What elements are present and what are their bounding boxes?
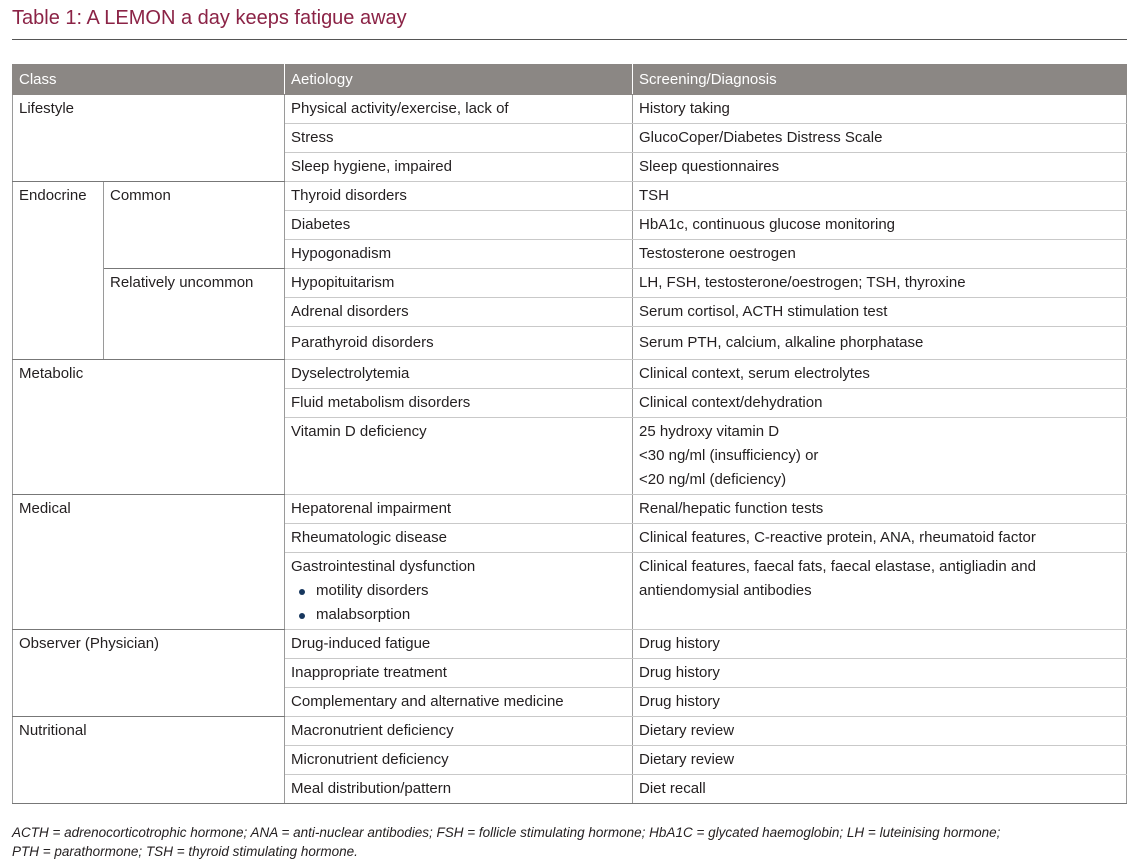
screening-cell: Clinical context, serum electrolytes xyxy=(632,359,1128,389)
table-footnote: ACTH = adrenocorticotrophic hormone; ANA… xyxy=(12,823,1127,861)
class-lifestyle: Lifestyle xyxy=(11,94,286,182)
fatigue-table: Class Aetiology Screening/Diagnosis Life… xyxy=(11,64,1128,804)
screening-cell: TSH xyxy=(632,181,1128,211)
subclass-uncommon: Relatively uncommon xyxy=(102,268,286,360)
aetiology-cell: Micronutrient deficiency xyxy=(284,745,634,775)
aetiology-cell: Dyselectrolytemia xyxy=(284,359,634,389)
table-row: Meal distribution/pattern Diet recall xyxy=(13,774,1128,804)
screening-cell: Dietary review xyxy=(632,745,1128,775)
table-row: Fluid metabolism disorders Clinical cont… xyxy=(13,388,1128,418)
class-nutritional: Nutritional xyxy=(11,716,286,804)
screening-cell: GlucoCoper/Diabetes Distress Scale xyxy=(632,123,1128,153)
class-medical: Medical xyxy=(11,494,286,630)
footnote-line: PTH = parathormone; TSH = thyroid stimul… xyxy=(12,844,358,859)
table-row: Inappropriate treatment Drug history xyxy=(13,658,1128,688)
screening-cell: LH, FSH, testosterone/oestrogen; TSH, th… xyxy=(632,268,1128,298)
table-row: Adrenal disorders Serum cortisol, ACTH s… xyxy=(13,297,1128,327)
footnote-line: ACTH = adrenocorticotrophic hormone; ANA… xyxy=(12,825,1001,840)
aetiology-cell: Macronutrient deficiency xyxy=(284,716,634,746)
table-row: Observer (Physician) Drug-induced fatigu… xyxy=(11,629,1128,717)
screening-cell: Drug history xyxy=(632,629,1128,659)
screening-line: <20 ng/ml (deficiency) xyxy=(639,471,787,488)
aetiology-line: Gastrointestinal dysfunction xyxy=(291,558,476,575)
screening-cell: HbA1c, continuous glucose monitoring xyxy=(632,210,1128,240)
table-row: Sleep hygiene, impaired Sleep questionna… xyxy=(13,152,1128,182)
aetiology-cell: Rheumatologic disease xyxy=(284,523,634,553)
header-screening: Screening/Diagnosis xyxy=(632,64,1128,95)
title-rule xyxy=(12,39,1127,40)
table-title: Table 1: A LEMON a day keeps fatigue awa… xyxy=(12,7,407,29)
header-aetiology: Aetiology xyxy=(284,64,634,95)
screening-cell: Drug history xyxy=(632,687,1128,717)
aetiology-cell: Thyroid disorders xyxy=(284,181,634,211)
table-row: Micronutrient deficiency Dietary review xyxy=(13,745,1128,775)
subclass-common: Common xyxy=(102,181,286,269)
table-row: Gastrointestinal dysfunction motility di… xyxy=(13,552,1128,630)
table-row: Medical Hepatorenal impairment Renal/hep… xyxy=(11,494,1128,630)
screening-cell: Renal/hepatic function tests xyxy=(632,494,1128,524)
table-row: Nutritional Macronutrient deficiency Die… xyxy=(11,716,1128,804)
aetiology-cell: Vitamin D deficiency xyxy=(284,417,634,495)
gi-bullet-list: motility disorders malabsorption xyxy=(291,579,626,627)
class-metabolic: Metabolic xyxy=(11,359,286,495)
bullet-item: motility disorders xyxy=(291,579,626,603)
screening-cell: History taking xyxy=(632,94,1128,124)
table-row: Rheumatologic disease Clinical features,… xyxy=(13,523,1128,553)
screening-line: antiendomysial antibodies xyxy=(639,582,812,599)
aetiology-cell: Fluid metabolism disorders xyxy=(284,388,634,418)
aetiology-cell: Inappropriate treatment xyxy=(284,658,634,688)
screening-cell-gi: Clinical features, faecal fats, faecal e… xyxy=(632,552,1128,630)
screening-cell: Sleep questionnaires xyxy=(632,152,1128,182)
aetiology-cell: Adrenal disorders xyxy=(284,297,634,327)
table-header-row: Class Aetiology Screening/Diagnosis xyxy=(11,64,1128,95)
table-row: Lifestyle Physical activity/exercise, la… xyxy=(11,94,1128,182)
table-row: Relatively uncommon Hypopituitarism LH, … xyxy=(13,268,1128,360)
aetiology-cell: Drug-induced fatigue xyxy=(284,629,634,659)
class-observer: Observer (Physician) xyxy=(11,629,286,717)
aetiology-cell: Hepatorenal impairment xyxy=(284,494,634,524)
aetiology-cell: Diabetes xyxy=(284,210,634,240)
table-row: Stress GlucoCoper/Diabetes Distress Scal… xyxy=(13,123,1128,153)
aetiology-cell: Stress xyxy=(284,123,634,153)
table-row: Vitamin D deficiency 25 hydroxy vitamin … xyxy=(13,417,1128,495)
table-row: Endocrine Common Thyroid disorders TSH xyxy=(12,181,1128,360)
aetiology-cell-gi: Gastrointestinal dysfunction motility di… xyxy=(284,552,634,630)
screening-cell: Diet recall xyxy=(632,774,1128,804)
screening-line: <30 ng/ml (insufficiency) or xyxy=(639,447,819,464)
aetiology-cell: Physical activity/exercise, lack of xyxy=(284,94,634,124)
table-row: Hypogonadism Testosterone oestrogen xyxy=(13,239,1128,269)
bullet-item: malabsorption xyxy=(291,603,626,627)
screening-cell: Clinical context/dehydration xyxy=(632,388,1128,418)
table-row: Metabolic Dyselectrolytemia Clinical con… xyxy=(11,359,1128,495)
header-class: Class xyxy=(11,64,286,95)
class-endocrine: Endocrine xyxy=(12,181,104,360)
aetiology-cell: Parathyroid disorders xyxy=(284,326,634,360)
screening-cell: Clinical features, C-reactive protein, A… xyxy=(632,523,1128,553)
screening-cell: Testosterone oestrogen xyxy=(632,239,1128,269)
screening-line: Clinical features, faecal fats, faecal e… xyxy=(639,558,1036,575)
screening-cell: Dietary review xyxy=(632,716,1128,746)
screening-cell: Serum cortisol, ACTH stimulation test xyxy=(632,297,1128,327)
screening-line: 25 hydroxy vitamin D xyxy=(639,423,780,440)
aetiology-cell: Hypopituitarism xyxy=(284,268,634,298)
aetiology-cell: Meal distribution/pattern xyxy=(284,774,634,804)
screening-cell-vitamin-d: 25 hydroxy vitamin D <30 ng/ml (insuffic… xyxy=(632,417,1128,495)
aetiology-cell: Complementary and alternative medicine xyxy=(284,687,634,717)
aetiology-cell: Hypogonadism xyxy=(284,239,634,269)
table-row: Parathyroid disorders Serum PTH, calcium… xyxy=(13,326,1128,360)
screening-cell: Serum PTH, calcium, alkaline phorphatase xyxy=(632,326,1128,360)
table-row: Diabetes HbA1c, continuous glucose monit… xyxy=(13,210,1128,240)
aetiology-cell: Sleep hygiene, impaired xyxy=(284,152,634,182)
screening-cell: Drug history xyxy=(632,658,1128,688)
